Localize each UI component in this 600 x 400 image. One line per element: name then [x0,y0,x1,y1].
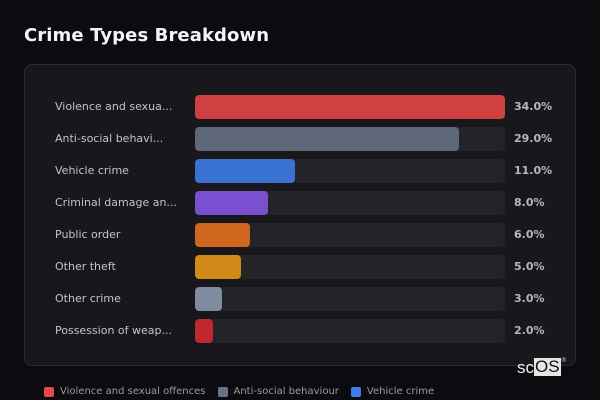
legend-label: Vehicle crime [366,386,435,397]
bar-value: 3.0% [514,292,545,305]
bar-fill[interactable] [195,159,296,183]
bar-track [195,159,505,183]
legend-item[interactable]: Anti-social behaviour [217,386,339,397]
bar-fill[interactable] [195,95,505,119]
bar-track [195,127,505,151]
bar-label: Other theft [55,260,116,273]
bar-track [195,319,505,343]
bar-row: Violence and sexua... 34.0% [25,95,577,119]
chart-title: Crime Types Breakdown [24,25,270,46]
bar-row: Other crime 3.0% [25,287,577,311]
logo-boxed: OS [534,357,561,376]
bar-value: 8.0% [514,196,545,209]
bar-row: Anti-social behavi... 29.0% [25,127,577,151]
logo-prefix: sc [517,358,534,377]
chart-card: Violence and sexua... 34.0% Anti-social be… [24,64,576,366]
bar-track [195,287,505,311]
bar-label: Anti-social behavi... [55,132,164,145]
registered-mark-icon: ® [561,358,566,364]
bar-row: Public order 6.0% [25,223,577,247]
chart-legend: Violence and sexual offences Anti-social … [44,386,434,397]
legend-label: Anti-social behaviour [233,386,339,397]
bar-track [195,191,505,215]
bar-label: Other crime [55,292,121,305]
legend-swatch [350,386,361,397]
bar-value: 6.0% [514,228,545,241]
bar-fill[interactable] [195,287,223,311]
bar-label: Public order [55,228,121,241]
scos-logo: sc OS ® [517,358,566,378]
bar-label: Violence and sexua... [55,100,173,113]
bar-row: Possession of weap... 2.0% [25,319,577,343]
legend-item[interactable]: Violence and sexual offences [44,386,206,397]
bar-fill[interactable] [195,223,250,247]
bar-label: Possession of weap... [55,324,172,337]
bar-row: Criminal damage an... 8.0% [25,191,577,215]
bar-value: 34.0% [514,100,553,113]
bar-fill[interactable] [195,191,268,215]
bar-value: 11.0% [514,164,553,177]
bar-row: Other theft 5.0% [25,255,577,279]
legend-swatch [217,386,228,397]
bar-track [195,255,505,279]
bar-label: Vehicle crime [55,164,129,177]
bar-fill[interactable] [195,127,460,151]
bar-track [195,223,505,247]
bar-label: Criminal damage an... [55,196,177,209]
bar-value: 29.0% [514,132,553,145]
bar-track [195,95,505,119]
bar-fill[interactable] [195,255,241,279]
legend-swatch [44,386,54,397]
bar-row: Vehicle crime 11.0% [25,159,577,183]
bar-value: 2.0% [514,324,545,337]
legend-item[interactable]: Vehicle crime [350,386,435,397]
bar-value: 5.0% [514,260,545,273]
bar-fill[interactable] [195,319,214,343]
legend-label: Violence and sexual offences [60,386,206,397]
